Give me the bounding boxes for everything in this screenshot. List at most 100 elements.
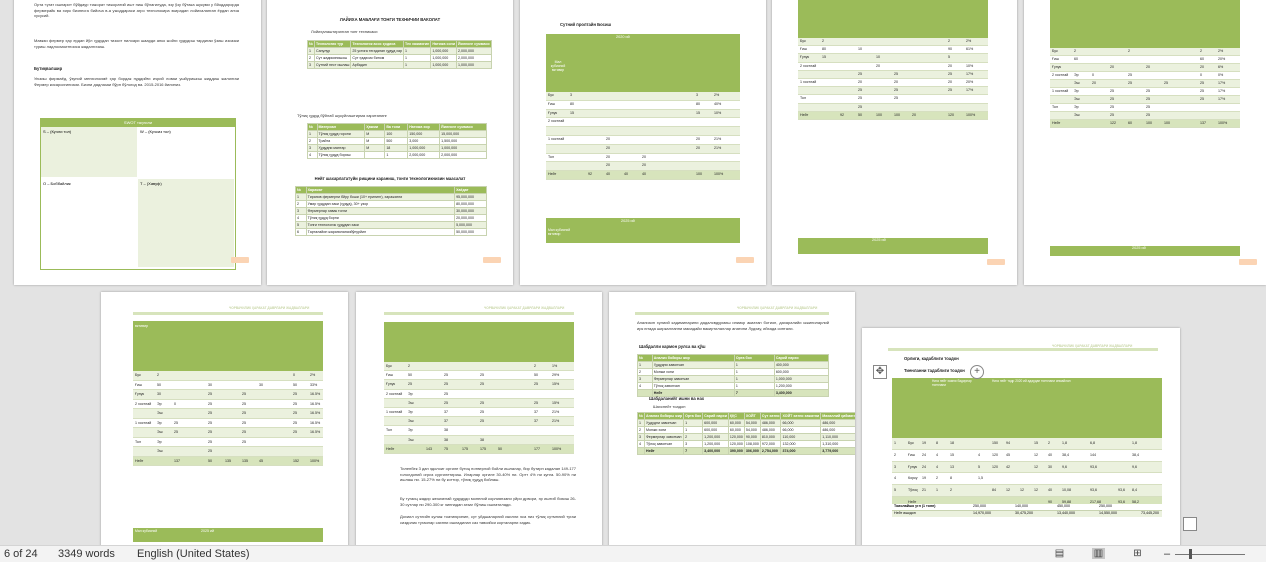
page-3[interactable]: Сутний пролтайн Босиш 2020 ий Мал кубисн… xyxy=(520,0,766,285)
table-cell: 400,000 xyxy=(773,361,830,369)
table-cell: 21% xyxy=(714,136,722,141)
document-canvas[interactable]: Орта «угат ишлари» бўйдаур тижорат тижор… xyxy=(0,0,1266,545)
table-cell: 12 xyxy=(1034,464,1038,469)
word-count[interactable]: 3349 words xyxy=(58,548,115,560)
table-cell: 90 xyxy=(948,47,952,52)
table-cell: 30 xyxy=(259,382,263,387)
table-cell: 1,8 xyxy=(1062,441,1067,445)
table-cell: Трайта xyxy=(316,137,366,145)
zoom-out-button[interactable]: – xyxy=(1164,548,1171,560)
page2-heading1: ЛАЙИХА МАБЛАҒИ ТОНГИ ТЕХНИЧИИ ВАКОЛАТ xyxy=(339,17,441,22)
table-cell: Ғиш xyxy=(908,452,915,457)
page7-para2: Бу тугаиц жадир жезизелай ҳудудуди монел… xyxy=(400,496,576,507)
table-cell: 3,400,000 xyxy=(702,447,729,455)
page-count[interactable]: 6 of 24 xyxy=(4,548,38,560)
page9-total1-label: Тоиолайшо угл (1 тонн) xyxy=(894,504,936,508)
table-cell: 1 xyxy=(403,47,432,55)
table-cell: 120,000 xyxy=(727,433,745,441)
zoom-slider-track[interactable] xyxy=(1175,554,1245,555)
table-cell: 2 xyxy=(306,54,316,62)
language[interactable]: English (United States) xyxy=(137,548,250,560)
table-cell: Фермерлар завончан xyxy=(651,375,735,383)
table-cell: 24 xyxy=(922,452,926,457)
table-cell: 15 xyxy=(950,452,954,457)
table-cell: Эр xyxy=(157,420,162,425)
table-cell: 100% xyxy=(552,446,562,451)
table-cell: 1,8 xyxy=(1132,441,1137,445)
table-cell: 9,6 xyxy=(1062,464,1067,469)
table-cell: 500 xyxy=(384,137,409,145)
table-cell: 30 xyxy=(157,392,161,396)
table-resize-handle-icon[interactable] xyxy=(1183,517,1197,531)
page-6[interactable]: ЧОРВАЧИЛИК ҲАРАКАТ ДАВРЛАРИ ЖАДВАЛЛАРИ в… xyxy=(101,292,348,545)
page-4[interactable]: Бук 2 2 2% Ғиш 80 10 90 61% Ғунук 15 10 5 2 хостлай 20… xyxy=(772,0,1017,285)
table-cell: 810,000 xyxy=(759,433,782,441)
table-cell: М xyxy=(364,137,386,145)
page-7[interactable]: ЧОРВАЧИЛИК ҲАРАКАТ ДАВРЛАРИ ЖАДВАЛЛАРИ Б… xyxy=(356,292,602,545)
table-cell: 20 xyxy=(642,163,646,168)
table-cell: 20 xyxy=(858,79,862,84)
table-cell: 40 xyxy=(642,172,646,177)
web-layout-icon[interactable]: ⊞ xyxy=(1133,548,1142,559)
table-cell: 10% xyxy=(966,63,974,68)
page1-para2: Мавкзи фермер ҳар ердан йўл ҳудудан тизо… xyxy=(34,38,239,49)
table-move-handle-icon[interactable]: ✥ xyxy=(873,365,887,379)
table-cell: Бук xyxy=(800,39,806,43)
page-1[interactable]: Орта «угат ишлари» бўйдаур тижорат тижор… xyxy=(14,0,261,285)
table-cell: 66,000 xyxy=(780,426,822,434)
insert-row-plus-icon[interactable]: + xyxy=(970,365,984,379)
table-cell: 5 xyxy=(948,55,950,60)
read-mode-icon[interactable]: ▤ xyxy=(1054,548,1065,559)
table-cell: 20 xyxy=(606,154,610,159)
print-layout-icon[interactable]: ▥ xyxy=(1092,548,1105,559)
page3-lower-header: Мал кубисний вктивир xyxy=(548,228,571,236)
table-cell: 25 xyxy=(208,392,212,396)
page3-lower-table: 2025 ий Мал кубисний вктивир xyxy=(546,218,740,243)
page7-header-title: ЧОРВАЧИЛИК ҲАРАКАТ ДАВРЛАРИ ЖАДВАЛЛАРИ xyxy=(484,306,565,310)
page9-heading1: Орлиги, кадаблиги тоадон xyxy=(904,356,959,361)
table-cell: Монжи хони xyxy=(644,426,685,434)
table-cell: 25 xyxy=(1110,105,1114,109)
table-row: 2 Сут жадисинишош Сут ҳадисик бином 1 1,000,… xyxy=(306,54,492,62)
table-cell: 25 xyxy=(242,420,246,425)
table-row: Бук 3 3 2% xyxy=(546,92,740,101)
total-cell: 140,000 xyxy=(1015,504,1028,508)
page-5[interactable]: Бук 2 2 2 2% Ғиш 60 60 20% Ғунук 20 20 20 6% 2 хостлай… xyxy=(1024,0,1266,285)
table-cell: 20 xyxy=(894,79,898,84)
table-row: 1 Тиранов фермерни бйру боши (10+ ерининг… xyxy=(295,193,487,201)
table-cell: 1,310,000 xyxy=(820,440,855,448)
table-row: 25 xyxy=(798,103,988,112)
table-cell: 15,000,000 xyxy=(439,130,487,138)
table-cell: 20 xyxy=(1110,65,1114,69)
table-row: 1 Бук 19 8 18 150 94 15 2 1,8 6,8 1,8 xyxy=(892,438,1162,450)
table-cell: 16.5% xyxy=(310,401,321,406)
status-bar: 6 of 24 3349 words English (United State… xyxy=(0,545,1266,562)
table-row: Ғиш 60 60 20% xyxy=(1050,56,1240,64)
table-cell: 120 xyxy=(948,112,954,117)
table-cell: Тол xyxy=(386,428,392,433)
table-cell: 2 xyxy=(637,368,653,376)
page-8[interactable]: ЧОРВАЧИЛИК ҲАРАКАТ ДАВРЛАРИ ЖАДВАЛЛАРИ А… xyxy=(609,292,855,545)
table-cell: 486,000 xyxy=(820,426,855,434)
table-header-cell: Орта бох xyxy=(733,354,775,362)
table-cell: 25 xyxy=(1146,113,1150,117)
table-cell: Корку xyxy=(908,476,918,481)
table-cell: 33% xyxy=(310,382,318,387)
table-cell: Нейт xyxy=(1052,121,1061,125)
table-cell: Нейт xyxy=(386,446,395,451)
page-2[interactable]: ЛАЙИХА МАБЛАҒИ ТОНГИ ТЕХНИЧИИ ВАКОЛАТ Ло… xyxy=(267,0,513,285)
table-cell: Эш xyxy=(1074,97,1080,101)
table-row: 25 25 25 17% xyxy=(798,70,988,79)
zoom-slider-thumb[interactable] xyxy=(1189,549,1192,559)
table-cell: 135 xyxy=(225,458,231,463)
page8-caption1: Шабдалли кармон рулса ва қўш xyxy=(639,344,706,349)
page-9[interactable]: ЧОРВАЧИЛИК ҲАРАКАТ ДАВРЛАРИ ЖАДВАЛЛАРИ О… xyxy=(862,328,1180,545)
table-cell: 3,779,000 xyxy=(820,447,855,455)
table-cell: Монжи хони xyxy=(651,368,735,376)
table-cell: 0 xyxy=(293,373,295,377)
table-header-cell: Махаллий қийматли нархи xyxy=(820,412,855,420)
table-cell: 60,000 xyxy=(727,419,745,427)
table-cell: 25 xyxy=(242,439,246,444)
table-cell: 25 xyxy=(208,449,212,453)
table-cell: Нейт xyxy=(548,172,557,177)
